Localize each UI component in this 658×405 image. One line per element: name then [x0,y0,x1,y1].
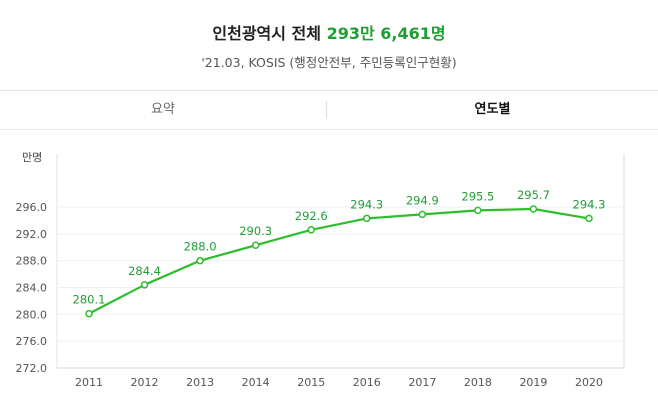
population-chart: 만명 296.0 292.0 288.0 284.0 280.0 276.0 272.0 201… [0,130,658,401]
line-chart-svg: 만명 296.0 292.0 288.0 284.0 280.0 276.0 272.0 201… [16,151,625,389]
data-label: 288.0 [184,240,217,254]
x-tick-label: 2013 [186,376,214,389]
tab-yearly[interactable]: 연도별 [474,102,511,117]
data-point [529,205,538,213]
y-tick-label: 284.0 [16,282,48,295]
data-label: 294.9 [406,193,439,207]
y-tick-label: 276.0 [16,335,48,348]
title-region: 인천광역시 전체 [212,24,321,43]
y-tick-label: 288.0 [16,255,48,268]
tab-separator [326,101,327,119]
data-label: 292.6 [295,209,328,223]
data-label: 284.4 [128,264,161,278]
data-point [585,214,593,223]
x-tick-label: 2019 [519,376,547,389]
x-tick-label: 2015 [297,376,325,389]
y-axis-label: 만명 [22,151,42,164]
data-source: '21.03, KOSIS (행정안전부, 주민등록인구현황) [201,55,457,70]
data-point [85,309,93,318]
series-line [88,207,590,315]
data-point [474,206,482,215]
tab-summary[interactable]: 요약 [151,102,175,117]
x-tick-label: 2018 [464,376,492,389]
data-label: 295.5 [461,189,494,203]
x-tick-label: 2020 [575,376,603,389]
data-label: 294.3 [350,197,383,211]
tabs-divider [0,129,658,130]
page-header: 인천광역시 전체 293만 6,461명 '21.03, KOSIS (행정안전… [0,0,658,90]
page-title: 인천광역시 전체 293만 6,461명 [0,20,658,44]
y-tick-label: 296.0 [16,201,48,214]
x-tick-label: 2014 [242,376,270,389]
data-point [418,210,427,219]
data-label: 294.3 [573,197,606,211]
title-population-value: 293만 6,461명 [326,24,446,43]
y-tick-label: 292.0 [16,228,48,241]
x-tick-label: 2017 [408,376,436,389]
header-divider [0,90,658,91]
tab-bar: 요약 연도별 [0,91,658,129]
data-point [140,281,149,289]
x-tick-label: 2016 [353,376,381,389]
y-tick-label: 280.0 [16,308,48,321]
data-label: 290.3 [239,224,272,238]
data-label: 280.1 [73,293,106,307]
x-tick-label: 2012 [131,376,159,389]
data-point [196,256,204,265]
y-tick-label: 272.0 [16,362,48,375]
x-tick-label: 2011 [75,376,103,389]
data-label: 295.7 [517,188,550,202]
data-point [363,214,371,223]
data-point [307,226,315,234]
data-point [251,241,260,249]
